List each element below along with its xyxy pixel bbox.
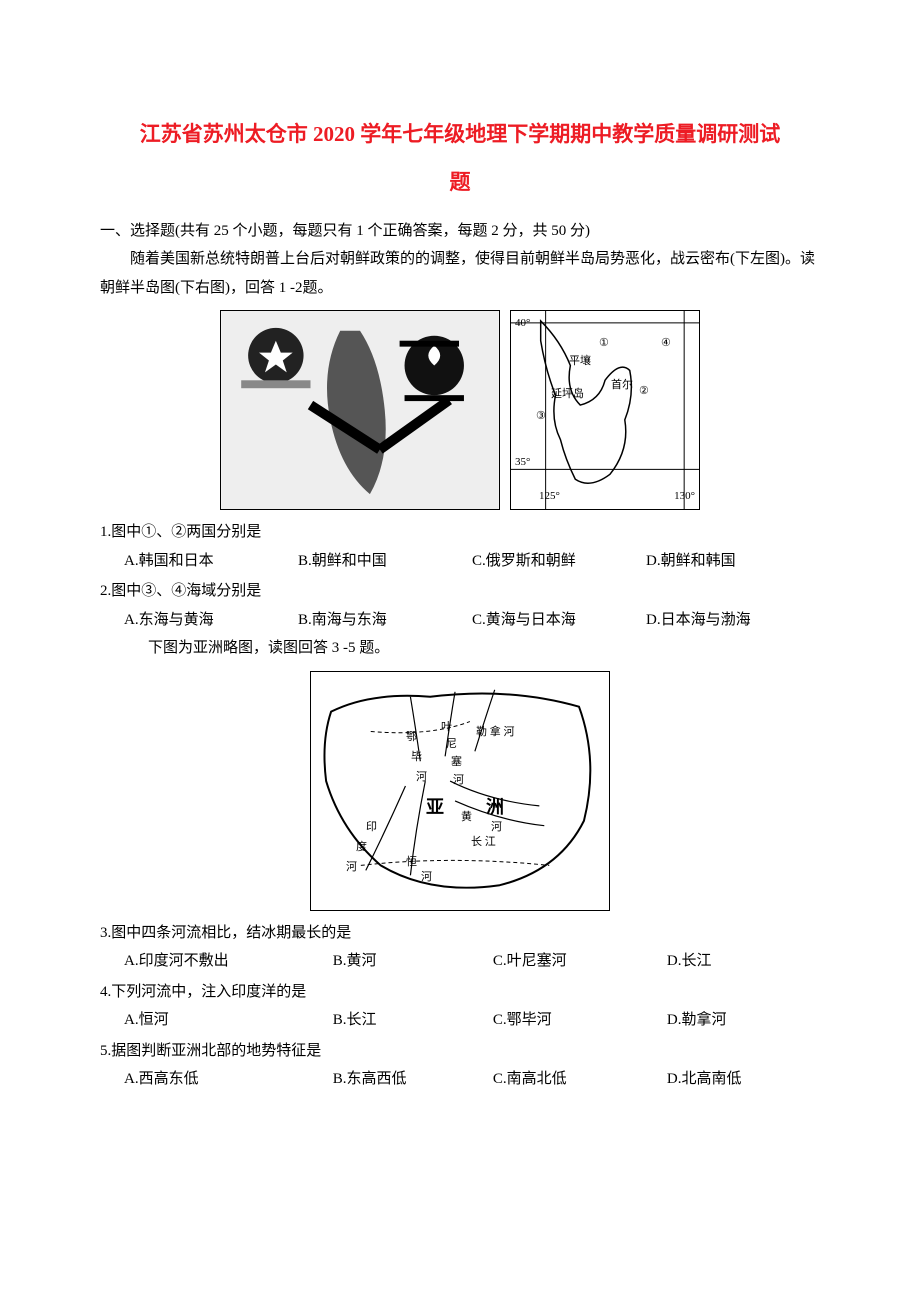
q3-option-c: C.叶尼塞河 bbox=[493, 947, 667, 976]
q5-option-b: B.东高西低 bbox=[333, 1065, 493, 1094]
context-q1-2: 随着美国新总统特朗普上台后对朝鲜政策的的调整，使得目前朝鲜半岛局势恶化，战云密布… bbox=[100, 245, 820, 302]
river-heng: 恒 bbox=[406, 852, 417, 873]
q3-option-b: B.黄河 bbox=[333, 947, 493, 976]
q2-option-c: C.黄海与日本海 bbox=[472, 606, 646, 635]
q1-option-d: D.朝鲜和韩国 bbox=[646, 547, 820, 576]
river-yin: 印 bbox=[366, 817, 377, 838]
q2-option-d: D.日本海与渤海 bbox=[646, 606, 820, 635]
map-marker-3: ③ bbox=[536, 406, 546, 427]
q5-options: A.西高东低 B.东高西低 C.南高北低 D.北高南低 bbox=[100, 1065, 820, 1094]
figure-2-asia: 亚 洲 黄 河 长 江 恒 河 印 度 河 叶 尼 塞 河 鄂 毕 河 勒 拿 … bbox=[310, 671, 610, 911]
q1-stem: 1.图中①、②两国分别是 bbox=[100, 518, 820, 547]
q4-option-b: B.长江 bbox=[333, 1006, 493, 1035]
river-e: 鄂 bbox=[406, 727, 417, 748]
question-1: 1.图中①、②两国分别是 A.韩国和日本 B.朝鲜和中国 C.俄罗斯和朝鲜 D.… bbox=[100, 518, 820, 575]
q3-option-d: D.长江 bbox=[667, 947, 820, 976]
q3-options: A.印度河不敷出 B.黄河 C.叶尼塞河 D.长江 bbox=[100, 947, 820, 976]
q2-stem: 2.图中③、④海域分别是 bbox=[100, 577, 820, 606]
section-1-header: 一、选择题(共有 25 个小题，每题只有 1 个正确答案，每题 2 分，共 50… bbox=[100, 217, 820, 246]
q2-option-b: B.南海与东海 bbox=[298, 606, 472, 635]
river-lena: 勒 拿 河 bbox=[476, 722, 515, 743]
question-3: 3.图中四条河流相比，结冰期最长的是 A.印度河不敷出 B.黄河 C.叶尼塞河 … bbox=[100, 919, 820, 976]
map-lon-125: 125° bbox=[539, 486, 560, 507]
q2-options: A.东海与黄海 B.南海与东海 C.黄海与日本海 D.日本海与渤海 bbox=[100, 606, 820, 635]
map-marker-4: ④ bbox=[661, 333, 671, 354]
figure-1-right: 40° 35° 125° 130° 平壤 首尔 延坪岛 ① ② ③ ④ bbox=[510, 310, 700, 510]
q5-option-c: C.南高北低 bbox=[493, 1065, 667, 1094]
map-lat-35: 35° bbox=[515, 452, 530, 473]
q1-option-b: B.朝鲜和中国 bbox=[298, 547, 472, 576]
question-2: 2.图中③、④海域分别是 A.东海与黄海 B.南海与东海 C.黄海与日本海 D.… bbox=[100, 577, 820, 634]
q3-stem: 3.图中四条河流相比，结冰期最长的是 bbox=[100, 919, 820, 948]
q1-option-c: C.俄罗斯和朝鲜 bbox=[472, 547, 646, 576]
q4-option-d: D.勒拿河 bbox=[667, 1006, 820, 1035]
q3-option-a: A.印度河不敷出 bbox=[124, 947, 333, 976]
q1-options: A.韩国和日本 B.朝鲜和中国 C.俄罗斯和朝鲜 D.朝鲜和韩国 bbox=[100, 547, 820, 576]
title-line-1: 江苏省苏州太仓市 2020 学年七年级地理下学期期中教学质量调研测试 bbox=[140, 122, 781, 146]
river-yellow-1: 黄 bbox=[461, 807, 472, 828]
map-lat-40: 40° bbox=[515, 313, 530, 334]
map-marker-2: ② bbox=[639, 381, 649, 402]
river-sai-he: 河 bbox=[453, 770, 464, 791]
map-pyongyang: 平壤 bbox=[569, 351, 591, 372]
river-ebi-he: 河 bbox=[416, 767, 427, 788]
q4-option-c: C.鄂毕河 bbox=[493, 1006, 667, 1035]
q5-option-d: D.北高南低 bbox=[667, 1065, 820, 1094]
river-bi: 毕 bbox=[411, 747, 422, 768]
figure-1-left bbox=[220, 310, 500, 510]
map-marker-1: ① bbox=[599, 333, 609, 354]
q4-option-a: A.恒河 bbox=[124, 1006, 333, 1035]
river-changjiang: 长 江 bbox=[471, 832, 496, 853]
exam-title: 江苏省苏州太仓市 2020 学年七年级地理下学期期中教学质量调研测试 题 bbox=[100, 110, 820, 207]
asia-label-1: 亚 bbox=[426, 790, 444, 824]
river-du: 度 bbox=[356, 837, 367, 858]
q4-options: A.恒河 B.长江 C.鄂毕河 D.勒拿河 bbox=[100, 1006, 820, 1035]
q1-option-a: A.韩国和日本 bbox=[124, 547, 298, 576]
question-4: 4.下列河流中，注入印度洋的是 A.恒河 B.长江 C.鄂毕河 D.勒拿河 bbox=[100, 978, 820, 1035]
map-yanping: 延坪岛 bbox=[551, 384, 584, 405]
q5-stem: 5.据图判断亚洲北部的地势特征是 bbox=[100, 1037, 820, 1066]
q4-stem: 4.下列河流中，注入印度洋的是 bbox=[100, 978, 820, 1007]
map-seoul: 首尔 bbox=[611, 375, 633, 396]
river-heng-he: 河 bbox=[421, 867, 432, 888]
figure-row-1: 40° 35° 125° 130° 平壤 首尔 延坪岛 ① ② ③ ④ bbox=[100, 310, 820, 510]
context-q3-5: 下图为亚洲略图，读图回答 3 -5 题。 bbox=[100, 634, 820, 663]
river-yindu-he: 河 bbox=[346, 857, 357, 878]
map-lon-130: 130° bbox=[674, 486, 695, 507]
title-line-2: 题 bbox=[450, 170, 471, 194]
q2-option-a: A.东海与黄海 bbox=[124, 606, 298, 635]
question-5: 5.据图判断亚洲北部的地势特征是 A.西高东低 B.东高西低 C.南高北低 D.… bbox=[100, 1037, 820, 1094]
q5-option-a: A.西高东低 bbox=[124, 1065, 333, 1094]
